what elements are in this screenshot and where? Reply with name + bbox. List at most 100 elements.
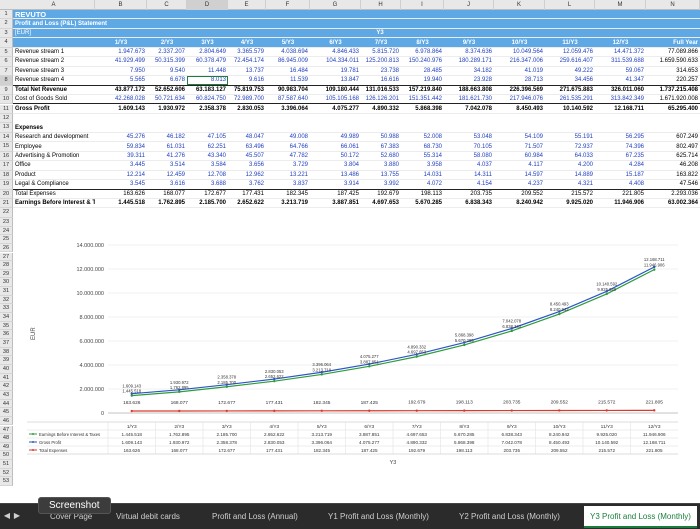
company-title[interactable]: REVUTO — [15, 10, 47, 19]
value-cell[interactable]: 2.358.378 — [199, 105, 226, 112]
value-cell[interactable]: 55.314 — [423, 152, 442, 159]
value-cell[interactable]: 3.804 — [343, 162, 359, 169]
value-cell[interactable]: 11.448 — [208, 67, 226, 74]
value-cell[interactable]: 1.737.215.408 — [659, 86, 698, 93]
column-header-i[interactable]: I — [401, 0, 444, 10]
row-number[interactable]: 43 — [0, 390, 13, 400]
value-cell[interactable]: 60.824.750 — [195, 96, 226, 103]
value-cell[interactable]: 220.257 — [676, 77, 698, 84]
value-cell[interactable]: 3.396.064 — [281, 105, 308, 112]
value-cell[interactable]: 4.117 — [528, 162, 543, 169]
row-number[interactable]: 9 — [0, 85, 13, 96]
row-number[interactable]: 44 — [0, 399, 13, 409]
row-number[interactable]: 48 — [0, 434, 13, 443]
value-cell[interactable]: 16.484 — [289, 67, 308, 74]
row-number[interactable]: 34 — [0, 313, 13, 322]
value-cell[interactable]: 104.334.011 — [326, 58, 359, 65]
value-cell[interactable]: 13.847 — [340, 77, 359, 84]
row-number[interactable]: 20 — [0, 189, 13, 199]
row-number[interactable]: 14 — [0, 132, 13, 143]
value-cell[interactable]: 52.680 — [380, 152, 399, 159]
value-cell[interactable]: 163.822 — [676, 171, 698, 178]
value-cell[interactable]: 12.459 — [166, 171, 185, 178]
value-cell[interactable]: 39.311 — [127, 152, 145, 159]
value-cell[interactable]: 23.738 — [380, 67, 399, 74]
row-number[interactable]: 29 — [0, 269, 13, 279]
row-number[interactable]: 30 — [0, 278, 13, 288]
value-cell[interactable]: 1.947.673 — [118, 49, 145, 56]
value-cell[interactable]: 66.061 — [340, 143, 359, 150]
value-cell[interactable]: 126.126.201 — [365, 96, 399, 103]
value-cell[interactable]: 2.804.649 — [199, 49, 226, 56]
value-cell[interactable]: 5.565 — [129, 77, 145, 84]
value-cell[interactable]: 3.837 — [292, 181, 308, 188]
value-cell[interactable]: 4.697.653 — [372, 200, 399, 207]
value-cell[interactable]: 14.311 — [474, 171, 492, 178]
row-number[interactable]: 16 — [0, 151, 13, 162]
value-cell[interactable]: 4.237 — [527, 181, 543, 188]
profit-chart[interactable]: 0 2.000.000 4.000.000 6.000.000 8.000.000 10.… — [13, 230, 700, 503]
month-header-11[interactable]: 11/Y3 — [562, 39, 578, 46]
value-cell[interactable]: 14.597 — [524, 171, 543, 178]
value-cell[interactable]: 177.431 — [242, 190, 264, 197]
value-cell[interactable]: 7.950 — [129, 67, 145, 74]
value-cell[interactable]: 3.656 — [248, 162, 264, 169]
value-cell[interactable]: 313.842.349 — [610, 96, 644, 103]
month-header-4[interactable]: 4/Y3 — [240, 39, 254, 46]
statement-title[interactable]: Profit and Loss (P&L) Statement — [15, 20, 108, 27]
value-cell[interactable]: 2.652.622 — [237, 200, 264, 207]
employee-expense-label[interactable]: Employee — [15, 143, 42, 150]
row-number[interactable]: 36 — [0, 330, 13, 339]
value-cell[interactable]: 41.929.499 — [114, 58, 145, 65]
value-cell[interactable]: 41.276 — [166, 152, 185, 159]
month-header-7[interactable]: 7/Y3 — [374, 39, 388, 46]
row-number[interactable]: 52 — [0, 468, 13, 478]
value-cell[interactable]: 4.037 — [476, 162, 492, 169]
value-cell[interactable]: 53.048 — [473, 134, 492, 141]
value-cell[interactable]: 314.653 — [676, 67, 698, 74]
column-header-l[interactable]: L — [545, 0, 595, 10]
row-number[interactable]: 28 — [0, 261, 13, 270]
value-cell[interactable]: 271.675.883 — [559, 86, 593, 93]
row-number[interactable]: 15 — [0, 142, 13, 152]
value-cell[interactable]: 70.105 — [473, 143, 492, 150]
value-cell[interactable]: 77.089.866 — [667, 49, 698, 56]
value-cell[interactable]: 47.546 — [679, 181, 698, 188]
value-cell[interactable]: 3.584 — [210, 162, 226, 169]
value-cell[interactable]: 6.978.864 — [415, 49, 442, 56]
value-cell[interactable]: 75.819.753 — [233, 86, 264, 93]
revenue-stream-3-label[interactable]: Revenue stream 3 — [15, 67, 65, 74]
total-net-revenue-label[interactable]: Total Net Revenue — [15, 86, 67, 93]
value-cell[interactable]: 6.838.343 — [465, 200, 492, 207]
currency-label[interactable]: [EUR] — [15, 30, 32, 37]
value-cell[interactable]: 8.450.493 — [516, 105, 543, 112]
row-number[interactable]: 49 — [0, 442, 13, 452]
row-number[interactable]: 5 — [0, 47, 13, 58]
tab-cover-page[interactable]: Cover Page — [50, 512, 93, 521]
value-cell[interactable]: 43.877.172 — [114, 86, 145, 93]
value-cell[interactable]: 19.781 — [340, 67, 359, 74]
row-number[interactable]: 27 — [0, 252, 13, 262]
tab-scroll-right-icon[interactable]: ▶ — [13, 511, 21, 520]
value-cell[interactable]: 14.471.372 — [613, 49, 644, 56]
row-number[interactable]: 33 — [0, 304, 13, 314]
tab-y3-pl-monthly[interactable]: Y3 Profit and Loss (Monthly) — [584, 506, 697, 528]
value-cell[interactable]: 7.042.078 — [465, 105, 492, 112]
value-cell[interactable]: 50.721.634 — [154, 96, 185, 103]
row-number[interactable]: 11 — [0, 104, 13, 114]
value-cell[interactable]: 259.616.407 — [559, 58, 593, 65]
value-cell[interactable]: 63.002.364 — [667, 200, 698, 207]
value-cell[interactable]: 63.496 — [245, 143, 264, 150]
value-cell[interactable]: 86.945.009 — [277, 58, 308, 65]
value-cell[interactable]: 2.830.053 — [237, 105, 264, 112]
value-cell[interactable]: 72.937 — [574, 143, 593, 150]
value-cell[interactable]: 12.059.476 — [562, 49, 593, 56]
expenses-header[interactable]: Expenses — [15, 124, 44, 131]
month-header-2[interactable]: 2/Y3 — [160, 39, 174, 46]
value-cell[interactable]: 42.268.028 — [114, 96, 145, 103]
value-cell[interactable]: 261.535.291 — [559, 96, 593, 103]
value-cell[interactable]: 105.105.168 — [325, 96, 359, 103]
value-cell[interactable]: 157.219.840 — [408, 86, 442, 93]
row-number[interactable]: 2 — [0, 19, 13, 29]
value-cell[interactable]: 131.016.533 — [365, 86, 399, 93]
